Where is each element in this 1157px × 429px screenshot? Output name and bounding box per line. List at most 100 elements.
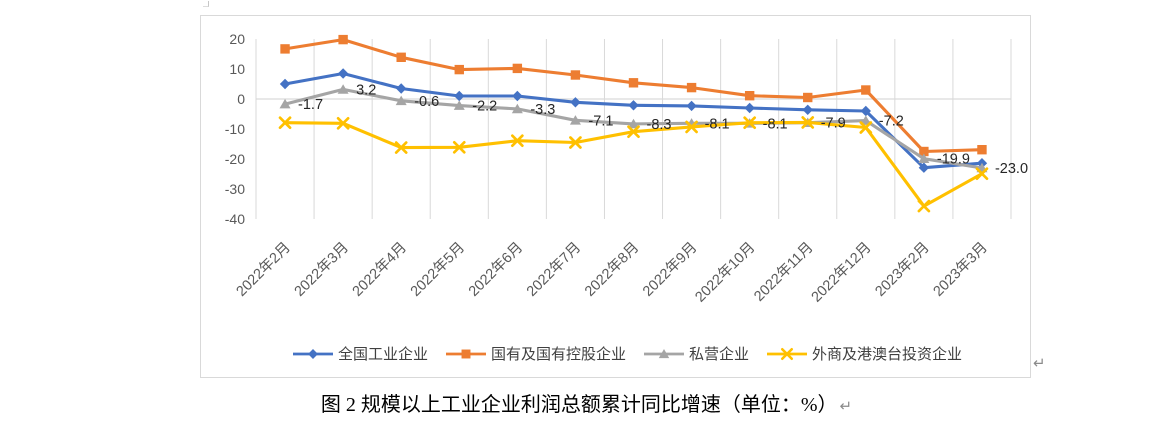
data-label: 3.2 — [356, 82, 376, 98]
data-point-marker — [628, 118, 639, 129]
data-label: -23.0 — [995, 161, 1028, 177]
x-axis-tick-label: 2022年8月 — [581, 239, 642, 300]
data-point-marker — [453, 100, 465, 110]
data-point-marker — [919, 146, 929, 157]
data-point-marker — [395, 83, 407, 94]
legend-item-3[interactable]: 外商及港澳台投资企业 — [767, 343, 962, 364]
legend-label: 外商及港澳台投资企业 — [812, 346, 963, 363]
figure-caption: 图 2 规模以上工业企业利润总额累计同比增速（单位：%） ↵ — [8, 388, 1157, 417]
data-point-marker — [859, 121, 873, 134]
profit-growth-chart-frame[interactable]: 20 10 0 -10 -20 -30 -40 2022年2月 2022年3月 2022年4月 20… — [200, 15, 1031, 378]
x-axis-tick-label: 2022年3月 — [291, 239, 352, 300]
x-axis-tick-label: 2022年4月 — [349, 239, 410, 300]
data-label: -1.7 — [298, 97, 323, 113]
legend-item-0[interactable]: 全国工业企业 — [292, 343, 428, 364]
data-point-marker — [336, 116, 350, 130]
data-point-marker — [338, 34, 348, 45]
data-label: -3.3 — [530, 102, 555, 118]
data-point-marker — [686, 100, 697, 112]
y-axis-tick-label: 20 — [229, 31, 245, 47]
data-label: -7.2 — [879, 114, 904, 130]
y-axis-tick-label: -40 — [225, 211, 245, 227]
data-label: -19.9 — [937, 152, 970, 168]
data-label: -2.2 — [472, 99, 497, 115]
data-label: -8.3 — [647, 117, 672, 133]
x-axis-tick-label: 2022年5月 — [407, 239, 468, 300]
data-point-marker — [280, 44, 290, 54]
paragraph-mark: ↵ — [1033, 355, 1046, 372]
data-point-marker — [975, 167, 989, 181]
data-point-marker — [510, 134, 524, 148]
data-label: -8.1 — [763, 116, 788, 132]
legend-marker-square-icon — [445, 349, 486, 358]
legend-marker-x-icon — [767, 347, 808, 360]
data-point-marker — [627, 125, 640, 139]
data-point-marker — [918, 162, 930, 173]
data-point-marker — [396, 52, 406, 62]
y-axis-tick-label: 0 — [237, 91, 245, 107]
data-point-marker — [628, 78, 639, 88]
legend-item-2[interactable]: 私营企业 — [644, 343, 749, 364]
paragraph-mark: ↵ — [839, 398, 853, 415]
data-point-marker — [279, 78, 291, 90]
y-axis-tick-label: -30 — [225, 181, 245, 197]
data-point-marker — [512, 90, 523, 102]
data-point-marker — [743, 116, 757, 130]
data-point-marker — [454, 64, 464, 75]
data-point-marker — [569, 115, 581, 125]
data-point-marker — [570, 97, 581, 108]
series-line — [283, 38, 984, 154]
data-label: -7.1 — [588, 113, 613, 129]
x-axis-tick-label: 2022年6月 — [465, 239, 526, 300]
data-point-marker — [278, 116, 292, 130]
legend-item-1[interactable]: 国有及国有控股企业 — [445, 343, 626, 364]
x-axis-tick-label: 2022年10月 — [692, 239, 759, 306]
chart-plot-area: 20 10 0 -10 -20 -30 -40 2022年2月 2022年3月 2022年4月 20… — [201, 16, 1030, 376]
data-label: -0.6 — [414, 94, 439, 110]
chart-legend: 全国工业企业 国有及国有控股企业 私营企业 外商及港澳台投资企业 — [213, 343, 1042, 364]
data-point-marker — [511, 103, 523, 114]
data-label: -7.9 — [821, 116, 846, 132]
figure-caption-text: 图 2 规模以上工业企业利润总额累计同比增速（单位：%） — [320, 394, 838, 416]
legend-marker-triangle-icon — [644, 348, 684, 358]
data-point-marker — [977, 145, 987, 155]
data-point-marker — [801, 116, 815, 129]
data-point-marker — [861, 85, 871, 95]
data-point-marker — [780, 347, 794, 360]
legend-marker-diamond-icon — [292, 348, 333, 359]
data-point-marker — [395, 95, 407, 106]
series-line — [283, 120, 984, 208]
y-axis-tick-label: -10 — [225, 121, 245, 137]
data-point-marker — [658, 348, 670, 358]
data-point-marker — [744, 91, 755, 101]
data-point-marker — [279, 98, 291, 109]
x-axis-tick-label: 2023年3月 — [930, 239, 991, 300]
data-point-marker — [917, 199, 931, 213]
x-axis-tick-label: 2022年9月 — [639, 239, 700, 300]
data-point-marker — [512, 63, 523, 74]
data-point-marker — [570, 70, 581, 80]
data-point-marker — [685, 120, 698, 134]
x-axis-tick-label: 2022年12月 — [808, 239, 875, 306]
x-axis-tick-label: 2022年2月 — [233, 239, 294, 300]
x-axis-tick-label: 2023年2月 — [872, 239, 933, 300]
data-point-marker — [337, 68, 349, 79]
data-point-marker — [918, 153, 930, 163]
data-point-marker — [454, 90, 465, 102]
y-axis-tick-label: -20 — [225, 151, 245, 167]
data-point-marker — [394, 141, 408, 154]
data-point-marker — [308, 348, 318, 359]
data-point-marker — [628, 100, 639, 111]
data-point-marker — [802, 104, 813, 115]
data-point-marker — [860, 105, 872, 117]
y-axis-tick-label: 10 — [229, 61, 245, 77]
data-label: -8.1 — [705, 116, 730, 132]
data-point-marker — [569, 136, 582, 149]
data-point-marker — [461, 349, 471, 358]
x-axis-tick-label: 2022年7月 — [523, 239, 584, 300]
data-point-marker — [337, 84, 349, 94]
data-point-marker — [860, 115, 872, 125]
legend-label: 私营企业 — [689, 346, 750, 363]
legend-label: 全国工业企业 — [337, 346, 428, 363]
